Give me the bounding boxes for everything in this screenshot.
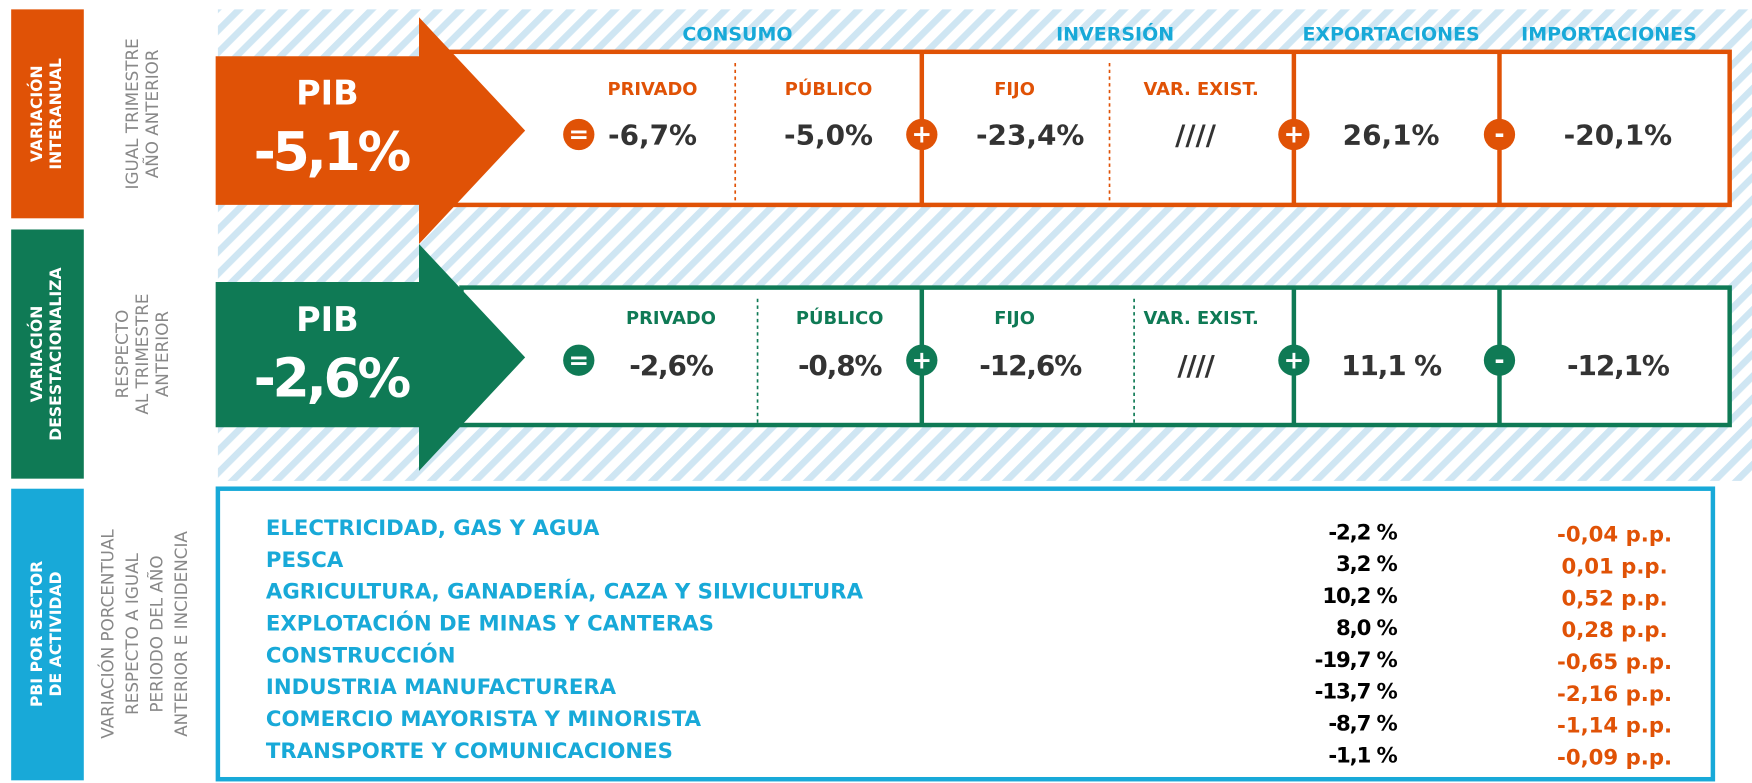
cell-label: VAR. EXIST.: [1144, 308, 1259, 329]
sector-incidence: -1,14 p.p.: [1557, 714, 1672, 739]
operator-circle: [563, 344, 595, 376]
vertical-label: DESESTACIONALIZA: [46, 267, 65, 441]
vertical-label: AÑO ANTERIOR: [141, 49, 162, 178]
operator-circle: [563, 118, 595, 151]
column-header: CONSUMO: [682, 24, 792, 46]
sector-variation: -1,1 %: [1328, 743, 1397, 768]
cell-value: -2,6%: [629, 349, 714, 382]
cell-value: ////: [1175, 119, 1217, 152]
vertical-label: RESPECTO A IGUAL: [122, 552, 142, 714]
pib-label: PIB: [296, 300, 359, 339]
row-box: [444, 49, 1732, 208]
cell-value: -20,1%: [1564, 119, 1672, 152]
operator: +: [912, 345, 933, 374]
vertical-label: VARIACIÓN: [27, 65, 46, 162]
column-header: INVERSIÓN: [1056, 22, 1174, 46]
operator: =: [568, 120, 589, 149]
sector-name: TRANSPORTE Y COMUNICACIONES: [266, 739, 673, 764]
sector-variation: 3,2 %: [1336, 552, 1398, 577]
side-tab: [11, 488, 84, 781]
cell-value: 26,1%: [1343, 119, 1440, 152]
vertical-label: INTERANUAL: [46, 58, 65, 170]
vertical-label: RESPECTO: [112, 310, 132, 399]
sector-variation: 8,0 %: [1336, 616, 1398, 641]
cell-label: FIJO: [994, 79, 1035, 100]
column-header: IMPORTACIONES: [1521, 24, 1697, 46]
vertical-label: ANTERIOR: [152, 311, 172, 398]
vertical-label: ANTERIOR E INCIDENCIA: [171, 531, 191, 737]
vertical-label: DE ACTIVIDAD: [46, 571, 65, 696]
cell-value: -5,0%: [784, 119, 873, 152]
operator: =: [568, 345, 589, 374]
sector-incidence: -0,09 p.p.: [1557, 746, 1672, 771]
cell-value: -0,8%: [798, 349, 883, 382]
cell-value: -12,6%: [979, 349, 1082, 382]
cell-label: FIJO: [994, 308, 1035, 329]
sector-variation: -19,7 %: [1315, 648, 1398, 673]
cell-label: VAR. EXIST.: [1144, 79, 1259, 100]
cell-label: PRIVADO: [626, 308, 716, 329]
operator: +: [1284, 120, 1305, 149]
pib-value: -5,1%: [254, 120, 411, 183]
sector-name: AGRICULTURA, GANADERÍA, CAZA Y SILVICULT…: [266, 579, 864, 605]
operator: -: [1494, 345, 1504, 374]
side-tab: [11, 9, 84, 219]
sector-incidence: -0,65 p.p.: [1557, 650, 1672, 675]
sector-variation: -8,7 %: [1328, 711, 1397, 736]
sector-variation: -2,2 %: [1328, 520, 1397, 545]
operator-circle: [906, 118, 938, 151]
column-header: EXPORTACIONES: [1302, 24, 1479, 46]
pib-arrow: [215, 244, 526, 471]
operator-circle: [1278, 118, 1310, 151]
operator: +: [1284, 345, 1305, 374]
sector-box: [215, 486, 1716, 782]
vertical-label: IGUAL TRIMESTRE: [122, 38, 142, 189]
cell-value: -12,1%: [1567, 349, 1670, 382]
sector-incidence: 0,01 p.p.: [1561, 554, 1667, 579]
side-tab: [11, 229, 84, 479]
sector-variation: -13,7 %: [1315, 680, 1398, 705]
operator: -: [1494, 120, 1504, 149]
cell-value: ////: [1177, 349, 1215, 382]
operator: +: [912, 120, 933, 149]
cell-label: PÚBLICO: [796, 307, 884, 329]
sector-incidence: -0,04 p.p.: [1557, 523, 1672, 548]
sector-incidence: 0,52 p.p.: [1561, 586, 1667, 611]
cell-value: -23,4%: [976, 119, 1084, 152]
sector-name: EXPLOTACIÓN DE MINAS Y CANTERAS: [266, 610, 714, 636]
row-box: [459, 285, 1732, 428]
pib-value: -2,6%: [254, 347, 411, 410]
vertical-label: PERIODO DEL AÑO: [146, 555, 167, 712]
sector-name: INDUSTRIA MANUFACTURERA: [266, 675, 617, 700]
cell-label: PÚBLICO: [785, 78, 873, 100]
sector-name: COMERCIO MAYORISTA Y MINORISTA: [266, 707, 702, 732]
pib-label: PIB: [296, 73, 359, 112]
operator-circle: [906, 344, 938, 376]
operator-circle: [1483, 344, 1516, 376]
pib-arrow: [215, 17, 526, 245]
cell-value: 11,1 %: [1341, 349, 1442, 382]
sector-name: CONSTRUCCIÓN: [266, 642, 456, 668]
cell-value: -6,7%: [608, 119, 697, 152]
sector-incidence: 0,28 p.p.: [1561, 618, 1667, 643]
sector-name: ELECTRICIDAD, GAS Y AGUA: [266, 516, 600, 541]
cell-label: PRIVADO: [608, 79, 698, 100]
vertical-label: PBI POR SECTOR: [27, 561, 46, 707]
vertical-label: VARIACIÓN: [27, 306, 46, 403]
vertical-label: AL TRIMESTRE: [132, 294, 152, 415]
vertical-label: VARIACIÓN PORCENTUAL: [96, 529, 117, 739]
operator-circle: [1278, 344, 1310, 376]
operator-circle: [1483, 118, 1516, 151]
sector-variation: 10,2 %: [1322, 584, 1397, 609]
sector-name: PESCA: [266, 548, 344, 573]
sector-incidence: -2,16 p.p.: [1557, 682, 1672, 707]
